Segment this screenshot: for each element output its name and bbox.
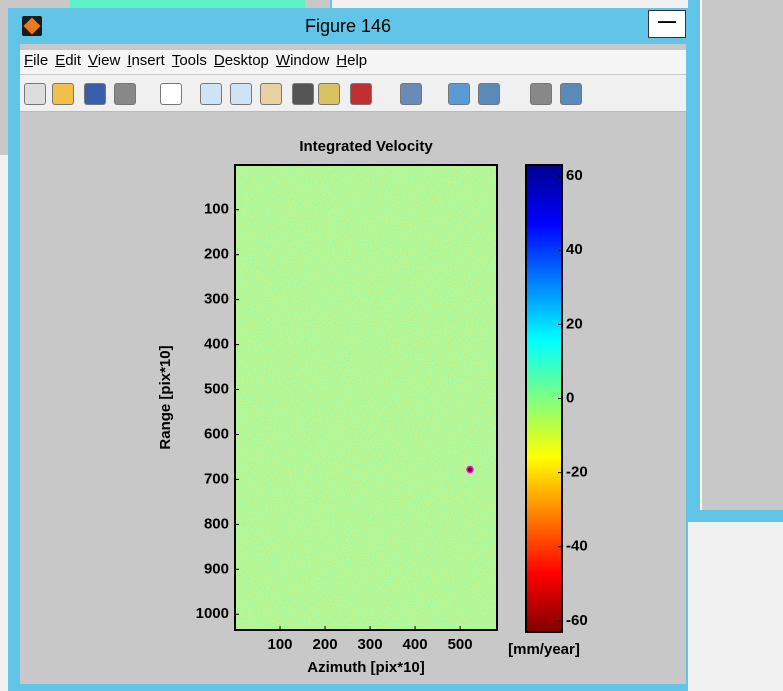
chart-title: Integrated Velocity [299, 138, 433, 155]
toolbar-button[interactable] [114, 83, 136, 105]
menu-item[interactable]: Help [336, 52, 368, 69]
toolbar-button[interactable] [84, 83, 106, 105]
toolbar-button[interactable] [400, 83, 422, 105]
colorbar-label: [mm/year] [508, 641, 580, 658]
toolbar-button[interactable] [160, 83, 182, 105]
window-title: Figure 146 [304, 16, 392, 36]
background-window [688, 0, 783, 522]
y-tick-label: 100 [204, 201, 229, 218]
menu-item[interactable]: File [24, 52, 49, 69]
y-tick-label: 400 [204, 336, 229, 353]
y-tick-label: 700 [204, 470, 229, 487]
toolbar-button[interactable] [560, 83, 582, 105]
colorbar [525, 164, 563, 633]
toolbar-button[interactable] [318, 83, 340, 105]
menu-item[interactable]: Tools [171, 52, 207, 69]
toolbar-button[interactable] [52, 83, 74, 105]
colorbar-tick-label: 60 [566, 167, 583, 184]
y-axis-label: Range [pix*10] [157, 345, 174, 449]
image-speckle [235, 165, 497, 630]
colorbar-tick-label: 0 [566, 389, 574, 406]
toolbar-button[interactable] [350, 83, 372, 105]
colorbar-tick-label: -20 [566, 464, 588, 481]
colorbar-tick-label: 20 [566, 315, 583, 332]
toolbar-button[interactable] [24, 83, 46, 105]
y-tick-label: 1000 [196, 605, 229, 622]
x-tick-label: 200 [313, 636, 338, 653]
y-tick-label: 900 [204, 560, 229, 577]
x-axis-label: Azimuth [pix*10] [307, 659, 425, 676]
toolbar-button[interactable] [292, 83, 314, 105]
x-tick-label: 100 [268, 636, 293, 653]
toolbar [20, 75, 686, 112]
menu-item[interactable]: Edit [55, 52, 82, 69]
colorbar-tick-label: -40 [566, 538, 588, 555]
y-tick-label: 300 [204, 291, 229, 308]
toolbar-button[interactable] [260, 83, 282, 105]
menu-item[interactable]: Window [275, 52, 330, 69]
client-area: File Edit View Insert Tools Desktop Window Help… [20, 44, 686, 684]
menu-item[interactable]: Insert [127, 52, 165, 69]
menu-bar: File Edit View Insert Tools Desktop Window Help [20, 50, 686, 74]
x-tick-label: 500 [448, 636, 473, 653]
x-tick-label: 300 [358, 636, 383, 653]
colorbar-tick-label: -60 [566, 612, 588, 629]
app-icon [22, 16, 42, 36]
menu-item[interactable]: View [88, 52, 121, 69]
toolbar-button[interactable] [448, 83, 470, 105]
x-tick-label: 400 [403, 636, 428, 653]
y-tick-label: 200 [204, 246, 229, 263]
axes-frame [234, 164, 498, 631]
marker [466, 465, 474, 474]
y-tick-label: 600 [204, 425, 229, 442]
y-tick-label: 800 [204, 515, 229, 532]
minimize-button[interactable]: — [648, 10, 686, 38]
menu-item[interactable]: Desktop [213, 52, 269, 69]
y-tick-label: 500 [204, 380, 229, 397]
toolbar-button[interactable] [478, 83, 500, 105]
toolbar-button[interactable] [530, 83, 552, 105]
toolbar-button[interactable] [230, 83, 252, 105]
toolbar-button[interactable] [200, 83, 222, 105]
colorbar-tick-label: 40 [566, 241, 583, 258]
figure-window: Figure 146 — File Edit View Insert Tools Desk… [8, 8, 688, 691]
background-plot [70, 0, 305, 10]
